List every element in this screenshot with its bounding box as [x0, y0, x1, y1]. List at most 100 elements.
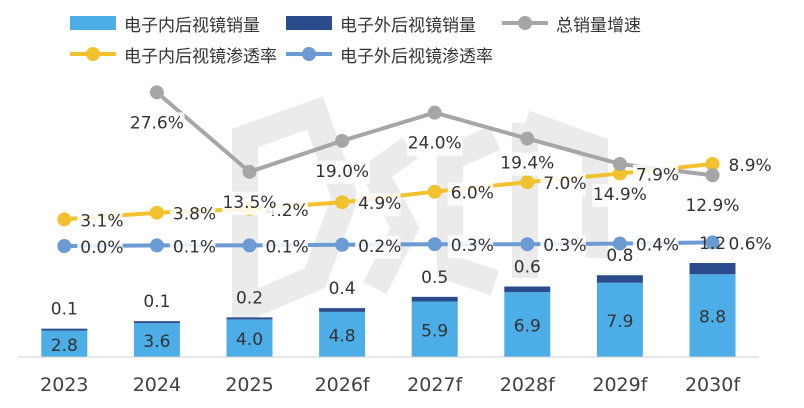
bar-label-inner-2027f: 5.9: [421, 321, 448, 341]
legend-item-total-growth[interactable]: 总销量增速: [502, 11, 641, 36]
label-inner-penetration-2023-bg: [77, 210, 123, 234]
bar-label-outer-2027f: 0.5: [421, 268, 448, 288]
bar-label-inner-2025: 4.0: [236, 330, 263, 350]
bar-label-outer-2030f: 1.2: [699, 234, 726, 254]
bar-label-inner-2030f: 8.8: [699, 308, 726, 328]
legend-item-inner-sales[interactable]: 电子内后视镜销量: [70, 11, 260, 36]
label-inner-penetration-2026f: 4.9%: [358, 194, 401, 214]
legend-item-outer-sales[interactable]: 电子外后视镜销量: [286, 11, 476, 36]
bar-outer-2027f: [411, 296, 458, 302]
label-inner-penetration-2027f: 6.0%: [451, 184, 494, 204]
x-tick-label-2026f: 2026f: [315, 374, 371, 396]
label-outer-penetration-2023-bg: [77, 237, 123, 260]
point-inner-penetration-2029f: [612, 166, 627, 181]
x-tick-label-2027f: 2027f: [407, 374, 463, 396]
bar-label-outer-2029f: 0.8: [606, 246, 633, 266]
legend-item-outer-penetration[interactable]: 电子外后视镜渗透率: [286, 42, 493, 67]
legend-swatch-outer-penetration: [286, 47, 332, 61]
point-total-growth-2026f: [335, 133, 350, 148]
bar-label-outer-2026f: 0.4: [329, 279, 356, 299]
label-outer-penetration-2029f-bg: [632, 234, 679, 258]
x-tick-label-2029f: 2029f: [592, 374, 648, 396]
point-total-growth-2029f: [612, 156, 627, 171]
point-inner-penetration-2026f: [335, 195, 350, 210]
bar-inner-2024: [133, 323, 180, 357]
label-outer-penetration-2028f: 0.3%: [543, 236, 586, 256]
point-outer-penetration-2028f: [520, 237, 535, 252]
legend-swatch-inner-penetration: [70, 47, 116, 61]
chart-legend: 电子内后视镜销量 电子外后视镜销量 总销量增速 电子内后视镜渗透率 电子外后视镜…: [0, 0, 804, 80]
label-outer-penetration-2030f: 0.6%: [729, 234, 772, 254]
label-total-growth-2030f-bg: [684, 195, 741, 219]
legend-label-outer-sales: 电子外后视镜销量: [340, 15, 476, 36]
bar-label-inner-2024: 3.6: [143, 332, 170, 352]
label-total-growth-2026f: 19.0%: [315, 162, 369, 182]
point-outer-penetration-2026f: [335, 237, 350, 252]
label-total-growth-2025: 13.5%: [222, 193, 276, 213]
bar-label-inner-2026f: 4.8: [329, 326, 356, 346]
label-inner-penetration-2027f-bg: [447, 182, 494, 206]
point-total-growth-2025: [242, 164, 257, 179]
bar-outer-2025: [226, 317, 273, 320]
bar-inner-2023: [41, 330, 88, 357]
bar-inner-2028f: [504, 292, 551, 357]
bar-label-outer-2024: 0.1: [143, 292, 170, 312]
label-outer-penetration-2026f-bg: [355, 235, 401, 259]
labels-layer: 2.8 0.1 3.6 0.1 4.0 0.2 4.8 0.4 5.9 0.5 6.9 0.6 7.9 0…: [51, 112, 772, 356]
x-axis: 2023 2024 2025 2026f 2027f 2028f 2029f 2030f: [18, 356, 759, 396]
bar-label-inner-2023: 2.8: [51, 336, 78, 356]
label-total-growth-2028f-bg: [499, 152, 555, 176]
label-inner-penetration-2029f-bg: [632, 164, 679, 188]
label-outer-penetration-2026f: 0.2%: [358, 237, 401, 257]
bar-outer-2029f: [596, 275, 643, 283]
bar-label-outer-2023: 0.1: [51, 300, 78, 320]
legend-item-inner-penetration[interactable]: 电子内后视镜渗透率: [70, 42, 277, 67]
bar-inner-2030f: [689, 274, 736, 357]
x-tick-label-2024: 2024: [133, 374, 181, 396]
point-total-growth-2030f: [705, 168, 720, 183]
label-outer-penetration-2027f: 0.3%: [451, 236, 494, 256]
point-inner-penetration-2028f: [520, 175, 535, 190]
bar-outer-2028f: [504, 286, 551, 293]
point-outer-penetration-2025: [242, 238, 257, 253]
label-outer-penetration-2027f-bg: [447, 235, 494, 259]
label-total-growth-2028f: 19.4%: [500, 154, 554, 174]
bar-outer-2023: [41, 328, 88, 331]
label-inner-penetration-2024: 3.8%: [173, 205, 216, 225]
x-tick-label-2030f: 2030f: [685, 374, 741, 396]
x-tick-label-2023: 2023: [40, 374, 88, 396]
point-outer-penetration-2030f: [705, 235, 720, 250]
point-inner-penetration-2030f: [705, 157, 720, 172]
point-outer-penetration-2024: [149, 238, 164, 253]
label-inner-penetration-2030f: 8.9%: [729, 156, 772, 176]
bar-label-inner-2028f: 6.9: [514, 317, 541, 337]
label-outer-penetration-2028f-bg: [540, 235, 586, 259]
x-tick-label-2025: 2025: [225, 374, 273, 396]
label-total-growth-2024-bg: [129, 112, 185, 136]
label-total-growth-2029f-bg: [592, 183, 648, 207]
bar-inner-2025: [226, 319, 273, 357]
label-inner-penetration-2024-bg: [169, 203, 216, 227]
legend-label-total-growth: 总销量增速: [556, 15, 641, 36]
legend-swatch-outer-sales: [286, 16, 332, 30]
legend-label-inner-sales: 电子内后视镜销量: [124, 15, 260, 36]
label-outer-penetration-2030f-bg: [725, 233, 771, 257]
bar-inner-2026f: [319, 311, 366, 357]
label-outer-penetration-2029f: 0.4%: [636, 236, 679, 256]
label-outer-penetration-2024: 0.1%: [173, 237, 216, 257]
label-outer-penetration-2024-bg: [169, 236, 216, 260]
point-total-growth-2028f: [520, 131, 535, 146]
label-outer-penetration-2025: 0.1%: [266, 237, 309, 257]
label-total-growth-2029f: 14.9%: [593, 185, 647, 205]
label-total-growth-2030f: 12.9%: [685, 196, 739, 216]
label-total-growth-2026f-bg: [314, 160, 370, 184]
point-total-growth-2027f: [427, 105, 442, 120]
point-inner-penetration-2024: [149, 205, 164, 220]
bar-label-inner-2029f: 7.9: [606, 312, 633, 332]
point-total-growth-2024: [149, 85, 164, 100]
legend-swatch-total-growth: [502, 16, 548, 30]
label-outer-penetration-2025-bg: [262, 236, 308, 260]
bar-outer-2024: [133, 321, 180, 324]
legend-swatch-inner-sales: [70, 16, 116, 30]
